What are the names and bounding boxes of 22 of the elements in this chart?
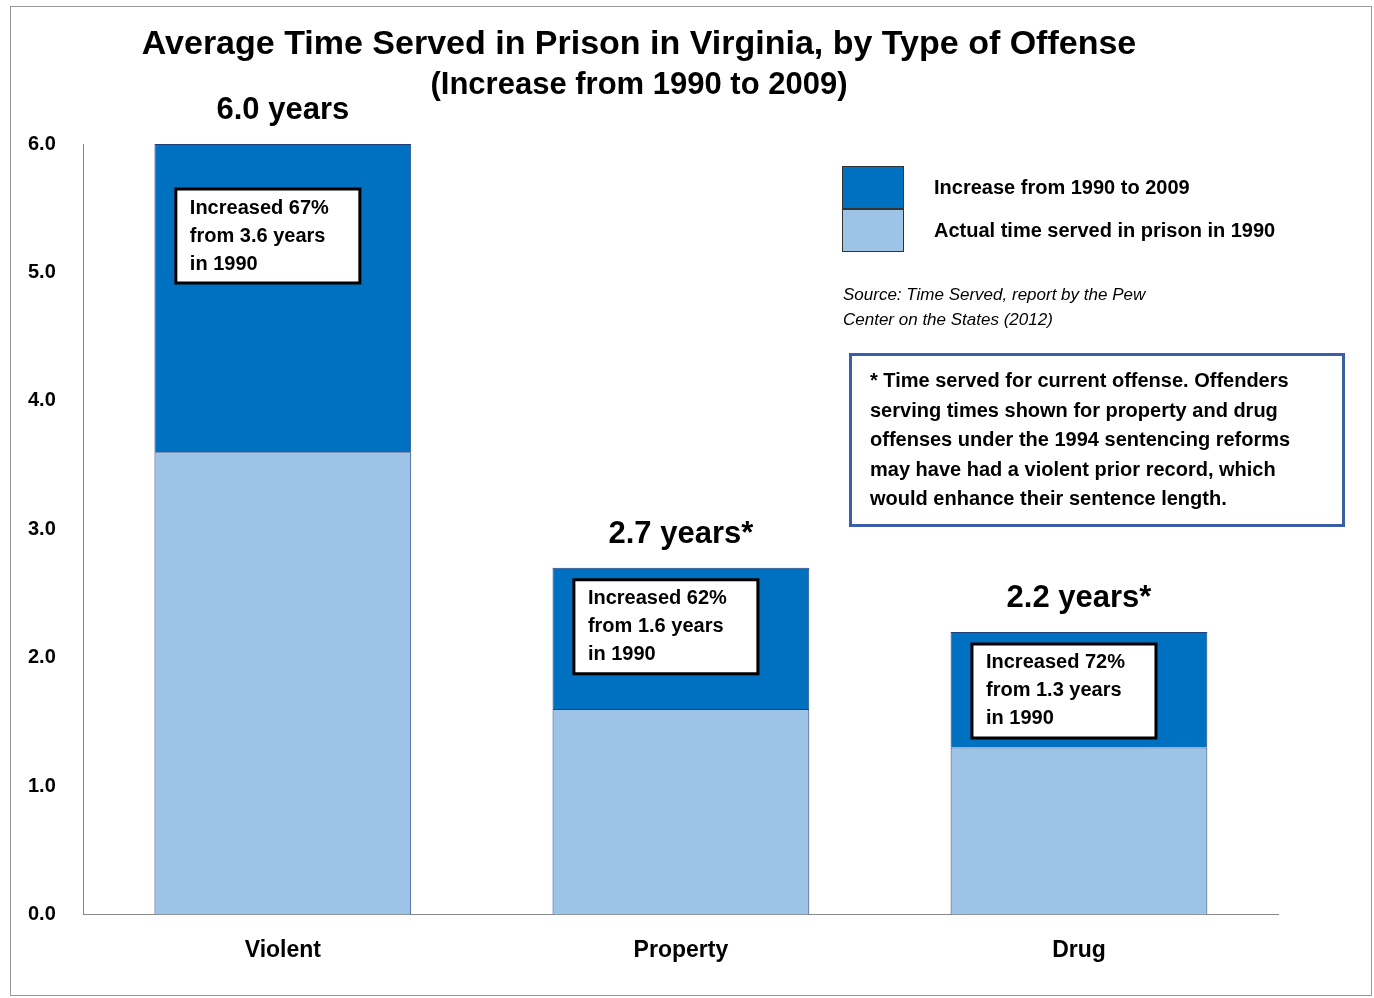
chart-title: Average Time Served in Prison in Virginia, by Type of Offense [141, 22, 1137, 61]
annotation: Increased 72% from 1.3 years in 1990 [985, 650, 1126, 729]
legend-label: Increase from 1990 to 2009 [934, 176, 1190, 199]
annotation: Increased 62% from 1.6 years in 1990 [587, 586, 728, 665]
legend-label: Actual time served in prison in 1990 [934, 219, 1276, 242]
x-tick-label: Property [633, 935, 729, 962]
y-tick-label: 0.0 [27, 901, 56, 924]
total-label: 2.7 years* [608, 514, 755, 550]
y-tick-label: 6.0 [27, 131, 56, 154]
y-tick-label: 5.0 [27, 259, 56, 282]
y-tick-label: 4.0 [27, 388, 56, 411]
y-tick-label: 1.0 [27, 773, 56, 796]
x-tick-label: Violent [244, 935, 322, 962]
y-tick-label: 3.0 [27, 516, 56, 539]
x-tick-label: Drug [1052, 935, 1106, 962]
annotation: Increased 67% from 3.6 years in 1990 [189, 195, 330, 274]
total-label: 2.2 years* [1006, 578, 1153, 614]
annotation: Source: Time Served, report by the Pew Center on the States (2012) [843, 284, 1147, 331]
total-label: 6.0 years [216, 91, 350, 127]
annotation: * Time served for current offense. Offenders serving times shown for property and drug offenses under the 1994 sentencing reforms may have had a violent prior record, which would enhance their sentence length. [849, 353, 1345, 527]
y-tick-label: 2.0 [27, 645, 56, 668]
chart-subtitle: (Increase from 1990 to 2009) [430, 65, 848, 101]
